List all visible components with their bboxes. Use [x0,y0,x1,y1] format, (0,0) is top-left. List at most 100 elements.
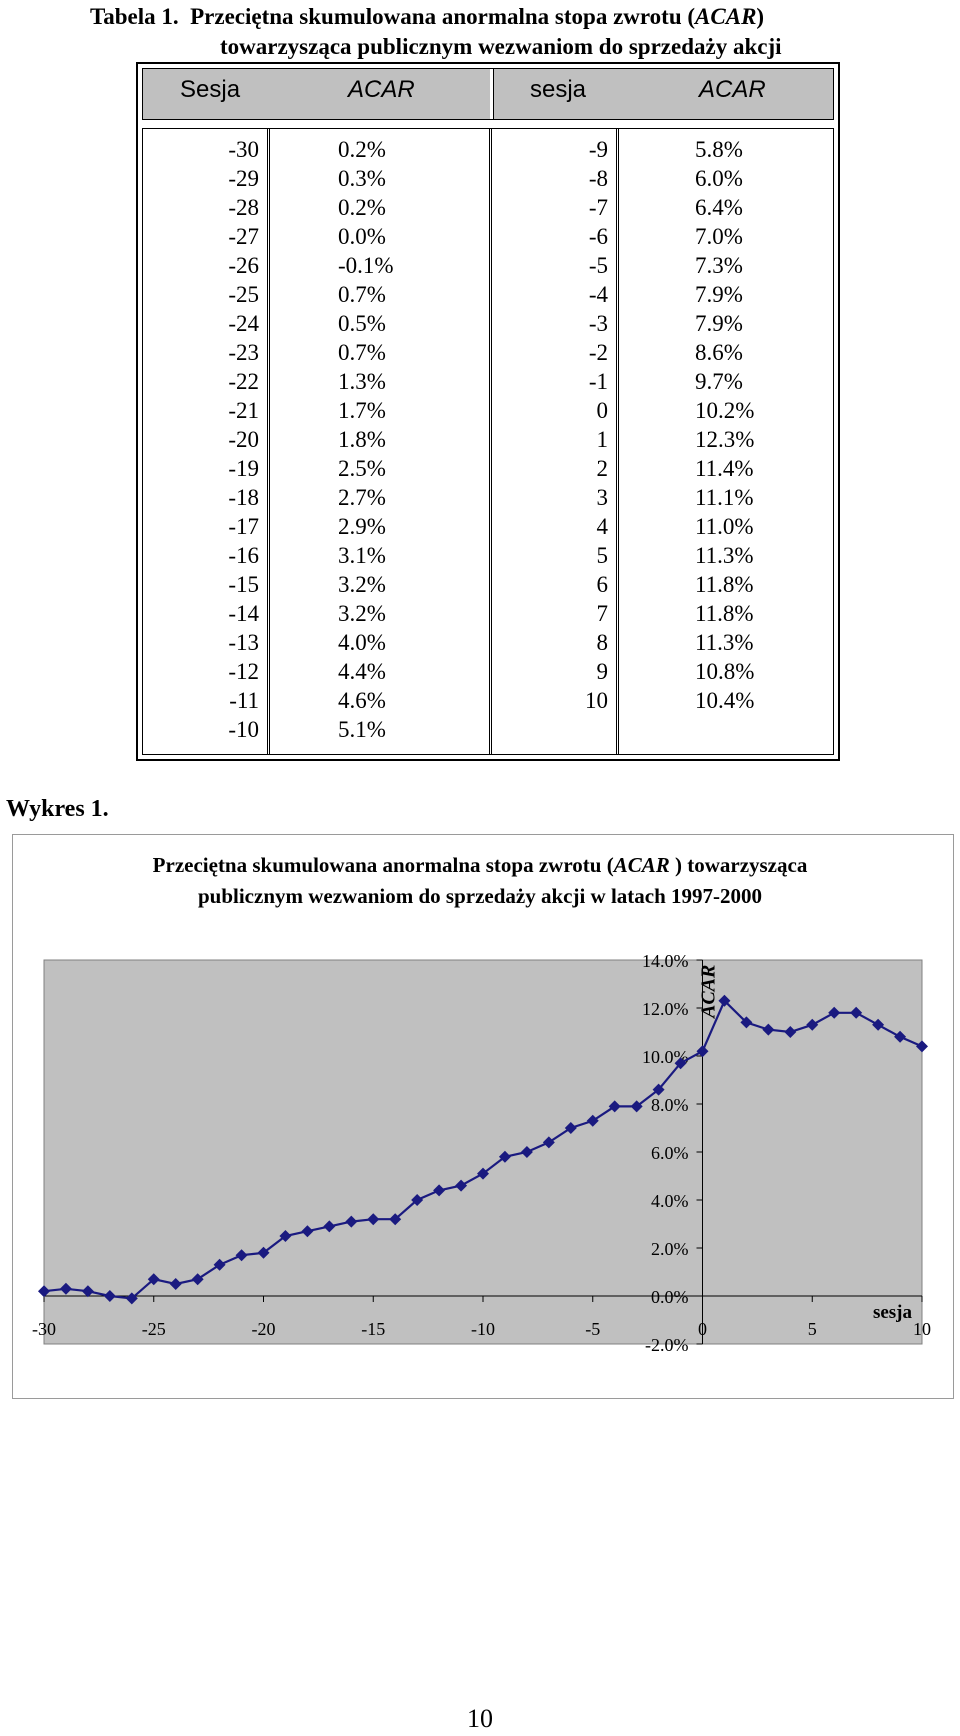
session-cell: 10 [585,688,608,713]
session-cell: 7 [596,601,609,626]
table-row: -25 0.7% -4 7.9% [143,280,833,309]
acar-cell: 10.8% [695,659,755,684]
data-point [718,994,731,1007]
data-point [762,1023,775,1036]
acar-cell: 0.5% [338,311,386,336]
session-cell: 9 [596,659,609,684]
session-cell: -25 [228,282,259,307]
data-point [257,1246,270,1259]
session-cell: -11 [229,688,259,713]
table-caption-line2: towarzysząca publicznym wezwaniom do spr… [220,34,782,59]
session-cell: -27 [228,224,259,249]
acar-cell: 7.9% [695,282,743,307]
table-row: -17 2.9% 4 11.0% [143,512,833,541]
page-number: 10 [467,1704,493,1733]
acar-cell: 11.8% [695,601,754,626]
session-cell: -20 [228,427,259,452]
table-caption-acar: ACAR [695,4,757,29]
acar-cell: 10.2% [695,398,755,423]
table-row: -13 4.0% 8 11.3% [143,628,833,657]
acar-cell: 0.0% [338,224,386,249]
acar-cell: 11.0% [695,514,754,539]
session-cell: -19 [228,456,259,481]
table-row: -30 0.2% -9 5.8% [143,135,833,164]
data-point [674,1057,687,1070]
session-cell: 0 [596,398,609,423]
session-cell: -21 [228,398,259,423]
x-tick-label: -15 [361,1319,385,1339]
session-cell: -4 [588,282,608,307]
session-cell: -24 [228,311,259,336]
data-point [477,1167,489,1180]
table-row: -18 2.7% 3 11.1% [143,483,833,512]
x-tick-label: -20 [252,1319,276,1339]
data-point [169,1278,182,1290]
acar-cell: 10.4% [695,688,755,713]
acar-cell: 11.3% [695,630,754,655]
data-point [916,1040,928,1053]
table-caption-prefix: Tabela 1. [90,4,179,29]
acar-cell: 0.7% [338,340,386,365]
session-cell: 1 [596,427,609,452]
data-point [586,1114,599,1127]
acar-cell: 5.8% [695,137,743,162]
header-separator [490,69,494,119]
data-point [828,1006,841,1019]
data-point [630,1100,643,1113]
data-point [520,1146,533,1158]
session-cell: -30 [228,137,259,162]
chart-title-line1-pre: Przeciętna skumulowana anormalna stopa z… [152,853,614,877]
table-row: -27 0.0% -6 7.0% [143,222,833,251]
column-divider [616,129,619,754]
table-row: -19 2.5% 2 11.4% [143,454,833,483]
acar-cell: 4.4% [338,659,386,684]
table-row: -15 3.2% 6 11.8% [143,570,833,599]
chart-title-acar: ACAR [613,853,670,877]
table-row: -28 0.2% -7 6.4% [143,193,833,222]
data-point [411,1194,424,1206]
data-point [455,1179,468,1192]
acar-cell: 1.7% [338,398,386,423]
acar-cell: 7.3% [695,253,743,278]
x-tick-label: 10 [913,1319,931,1339]
table-header: Sesja ACAR sesja ACAR [142,68,834,120]
y-tick-label: 0.0% [651,1287,689,1307]
data-point [696,1045,709,1058]
x-tick-label: -10 [471,1319,495,1339]
data-point [850,1006,863,1019]
column-divider [489,129,492,754]
data-point [345,1215,358,1228]
acar-cell: 0.2% [338,137,386,162]
session-cell: -23 [228,340,259,365]
x-tick-label: -30 [32,1319,56,1339]
table-row: -10 5.1% [143,715,833,744]
session-cell: -22 [228,369,259,394]
session-cell: -17 [228,514,259,539]
acar-cell: 2.5% [338,456,386,481]
acar-cell: 1.8% [338,427,386,452]
data-point [103,1290,116,1302]
session-cell: -10 [228,717,259,742]
session-cell: 3 [596,485,609,510]
header-sesja-right: sesja [530,76,587,103]
data-point [542,1136,555,1149]
data-point [235,1249,248,1262]
data-point [301,1225,314,1238]
header-sesja-left: Sesja [180,76,241,103]
acar-cell: 7.0% [695,224,743,249]
session-cell: 4 [596,514,609,539]
data-point [279,1230,292,1242]
acar-cell: 0.7% [338,282,386,307]
data-point [367,1213,380,1226]
figure-label: Wykres 1. [6,796,109,822]
session-cell: -16 [228,543,259,568]
x-tick-label: -25 [142,1319,166,1339]
header-acar-left: ACAR [348,76,415,103]
table-body: -30 0.2% -9 5.8% -29 0.3% -8 6.0% -28 0.2% -7 6.4% -… [142,128,834,755]
session-cell: -29 [228,166,259,191]
x-tick-label: 5 [808,1319,817,1339]
table-row: -24 0.5% -3 7.9% [143,309,833,338]
session-cell: -6 [588,224,608,249]
chart-title-line2: publicznym wezwaniom do sprzedaży akcji … [197,884,763,908]
acar-cell: 8.6% [695,340,743,365]
